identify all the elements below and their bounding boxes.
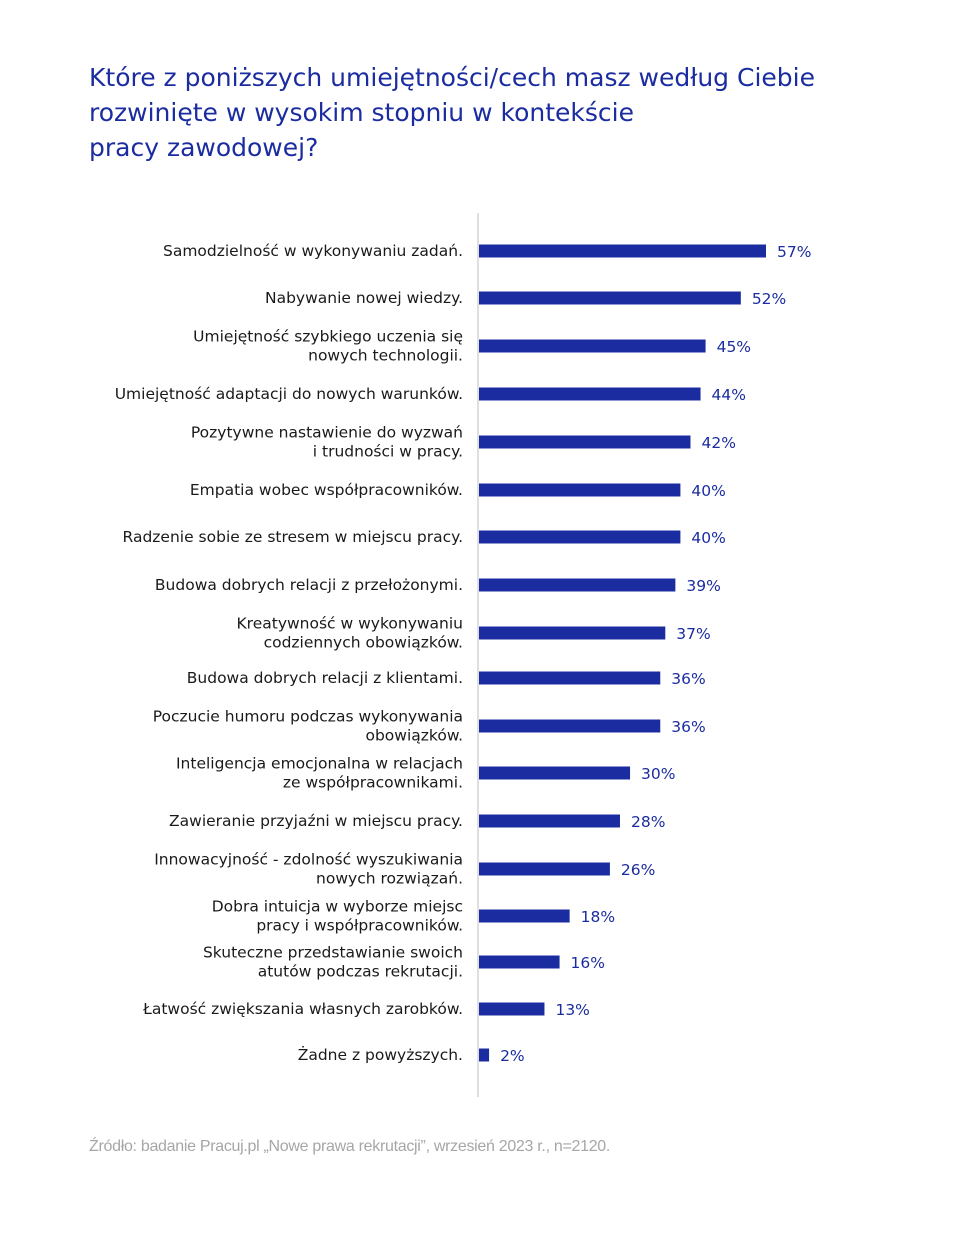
category-label: Żadne z powyższych. <box>298 1045 463 1064</box>
value-label: 2% <box>500 1047 525 1065</box>
category-label: atutów podczas rekrutacji. <box>258 963 463 981</box>
chart-title-line: pracy zawodowej? <box>89 133 319 162</box>
category-label: Umiejętność szybkiego uczenia się <box>193 328 463 346</box>
category-label: nowych technologii. <box>308 347 463 365</box>
value-label: 36% <box>671 670 705 688</box>
value-label: 42% <box>701 434 735 452</box>
category-label: Pozytywne nastawienie do wyzwań <box>191 424 463 442</box>
value-label: 40% <box>691 482 725 500</box>
category-label: Innowacyjność - zdolność wyszukiwania <box>154 851 463 869</box>
value-label: 39% <box>686 577 720 595</box>
value-label: 52% <box>752 290 786 308</box>
category-label: obowiązków. <box>365 727 463 745</box>
category-label: codziennych obowiązków. <box>264 634 463 652</box>
value-label: 26% <box>621 861 655 879</box>
category-label: Radzenie sobie ze stresem w miejscu prac… <box>123 528 463 546</box>
source-note: Źródło: badanie Pracuj.pl „Nowe prawa re… <box>89 1138 611 1155</box>
value-label: 16% <box>571 954 605 972</box>
category-label: i trudności w pracy. <box>313 443 463 461</box>
category-label: Zawieranie przyjaźni w miejscu pracy. <box>169 812 463 830</box>
category-label: pracy i współpracowników. <box>256 917 463 935</box>
category-label: Budowa dobrych relacji z klientami. <box>187 669 463 687</box>
category-label: Budowa dobrych relacji z przełożonymi. <box>155 576 463 594</box>
category-label: Kreatywność w wykonywaniu <box>237 615 463 633</box>
bar <box>479 909 570 923</box>
value-label: 57% <box>777 243 811 261</box>
category-label: Inteligencja emocjonalna w relacjach <box>176 755 463 773</box>
bar <box>479 671 661 685</box>
chart-title: Które z poniższych umiejętności/cech mas… <box>89 60 889 165</box>
category-label: Poczucie humoru podczas wykonywania <box>153 708 463 726</box>
bar <box>479 766 631 780</box>
bar <box>479 387 701 401</box>
bar <box>479 530 681 544</box>
category-label: Dobra intuicja w wyborze miejsc <box>212 898 463 916</box>
bar <box>479 339 706 353</box>
bar <box>479 814 620 828</box>
bar <box>479 626 666 640</box>
bar <box>479 483 681 497</box>
bar <box>479 955 560 969</box>
bar <box>479 862 610 876</box>
value-label: 36% <box>671 718 705 736</box>
value-label: 45% <box>717 338 751 356</box>
chart-title-line: rozwinięte w wysokim stopniu w kontekści… <box>89 98 634 127</box>
category-label: Empatia wobec współpracowników. <box>190 481 463 499</box>
bar <box>479 719 661 733</box>
category-label: Samodzielność w wykonywaniu zadań. <box>163 242 463 260</box>
category-label: Łatwość zwiększania własnych zarobków. <box>142 1000 463 1018</box>
bar <box>479 244 766 258</box>
value-label: 28% <box>631 813 665 831</box>
bar <box>479 1048 490 1062</box>
value-label: 18% <box>581 908 615 926</box>
category-label: nowych rozwiązań. <box>316 870 463 888</box>
bar <box>479 291 741 305</box>
value-label: 40% <box>691 529 725 547</box>
chart-title-line: Które z poniższych umiejętności/cech mas… <box>89 63 815 92</box>
bar <box>479 1002 545 1016</box>
value-label: 37% <box>676 625 710 643</box>
value-label: 13% <box>555 1001 589 1019</box>
value-label: 44% <box>712 386 746 404</box>
bar <box>479 435 691 449</box>
category-label: Umiejętność adaptacji do nowych warunków… <box>115 385 463 403</box>
category-label: Skuteczne przedstawianie swoich <box>203 944 463 962</box>
category-label: Nabywanie nowej wiedzy. <box>265 289 463 307</box>
value-label: 30% <box>641 765 675 783</box>
bar <box>479 578 676 592</box>
category-label: ze współpracownikami. <box>283 774 463 792</box>
